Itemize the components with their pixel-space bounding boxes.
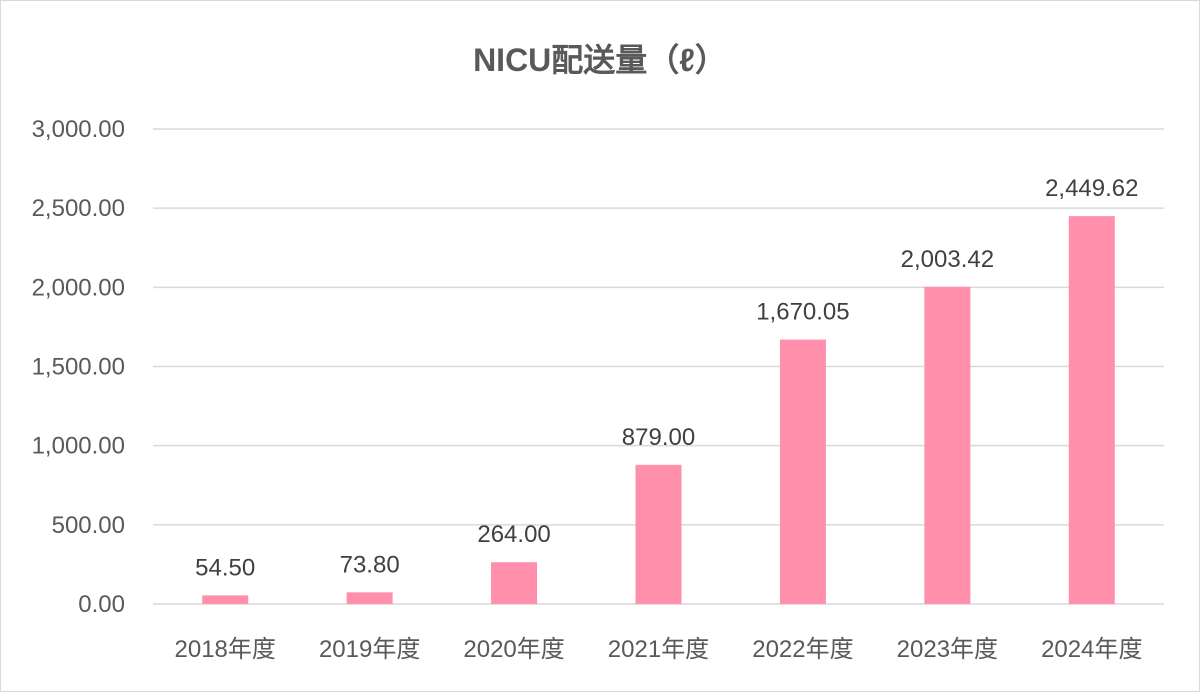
data-label: 2,003.42 (901, 246, 994, 273)
y-tick-label: 1,000.00 (32, 433, 125, 460)
x-tick-label: 2018年度 (175, 636, 276, 663)
data-label: 1,670.05 (756, 299, 849, 326)
y-axis-ticks: 0.00 500.00 1,000.00 1,500.00 2,000.00 2,500.… (32, 116, 125, 618)
bars (202, 216, 1115, 604)
y-tick-label: 1,500.00 (32, 354, 125, 381)
x-tick-label: 2022年度 (752, 636, 853, 663)
bar (779, 339, 826, 604)
data-label: 264.00 (477, 521, 550, 548)
x-tick-label: 2023年度 (897, 636, 998, 663)
bar (635, 464, 682, 604)
gridlines (153, 128, 1164, 605)
data-label: 2,449.62 (1045, 175, 1138, 202)
x-tick-label: 2020年度 (463, 636, 564, 663)
bar (346, 592, 393, 604)
x-tick-label: 2019年度 (319, 636, 420, 663)
x-axis-ticks: 2018年度 2019年度 2020年度 2021年度 2022年度 2023年度 2024… (175, 636, 1143, 663)
data-labels: 54.50 73.80 264.00 879.00 1,670.05 2,003.42 2,… (195, 175, 1138, 581)
bar (924, 286, 971, 604)
y-tick-label: 2,500.00 (32, 195, 125, 222)
y-tick-label: 0.00 (78, 591, 125, 618)
chart-title: NICU配送量（ℓ） (473, 42, 727, 78)
data-label: 879.00 (622, 424, 695, 451)
x-tick-label: 2021年度 (608, 636, 709, 663)
y-tick-label: 500.00 (52, 512, 125, 539)
bar (491, 562, 538, 604)
y-tick-label: 2,000.00 (32, 274, 125, 301)
data-label: 73.80 (340, 551, 400, 578)
data-label: 54.50 (195, 554, 255, 581)
y-tick-label: 3,000.00 (32, 116, 125, 143)
bar (1068, 216, 1115, 604)
x-tick-label: 2024年度 (1041, 636, 1142, 663)
bar (202, 595, 249, 604)
